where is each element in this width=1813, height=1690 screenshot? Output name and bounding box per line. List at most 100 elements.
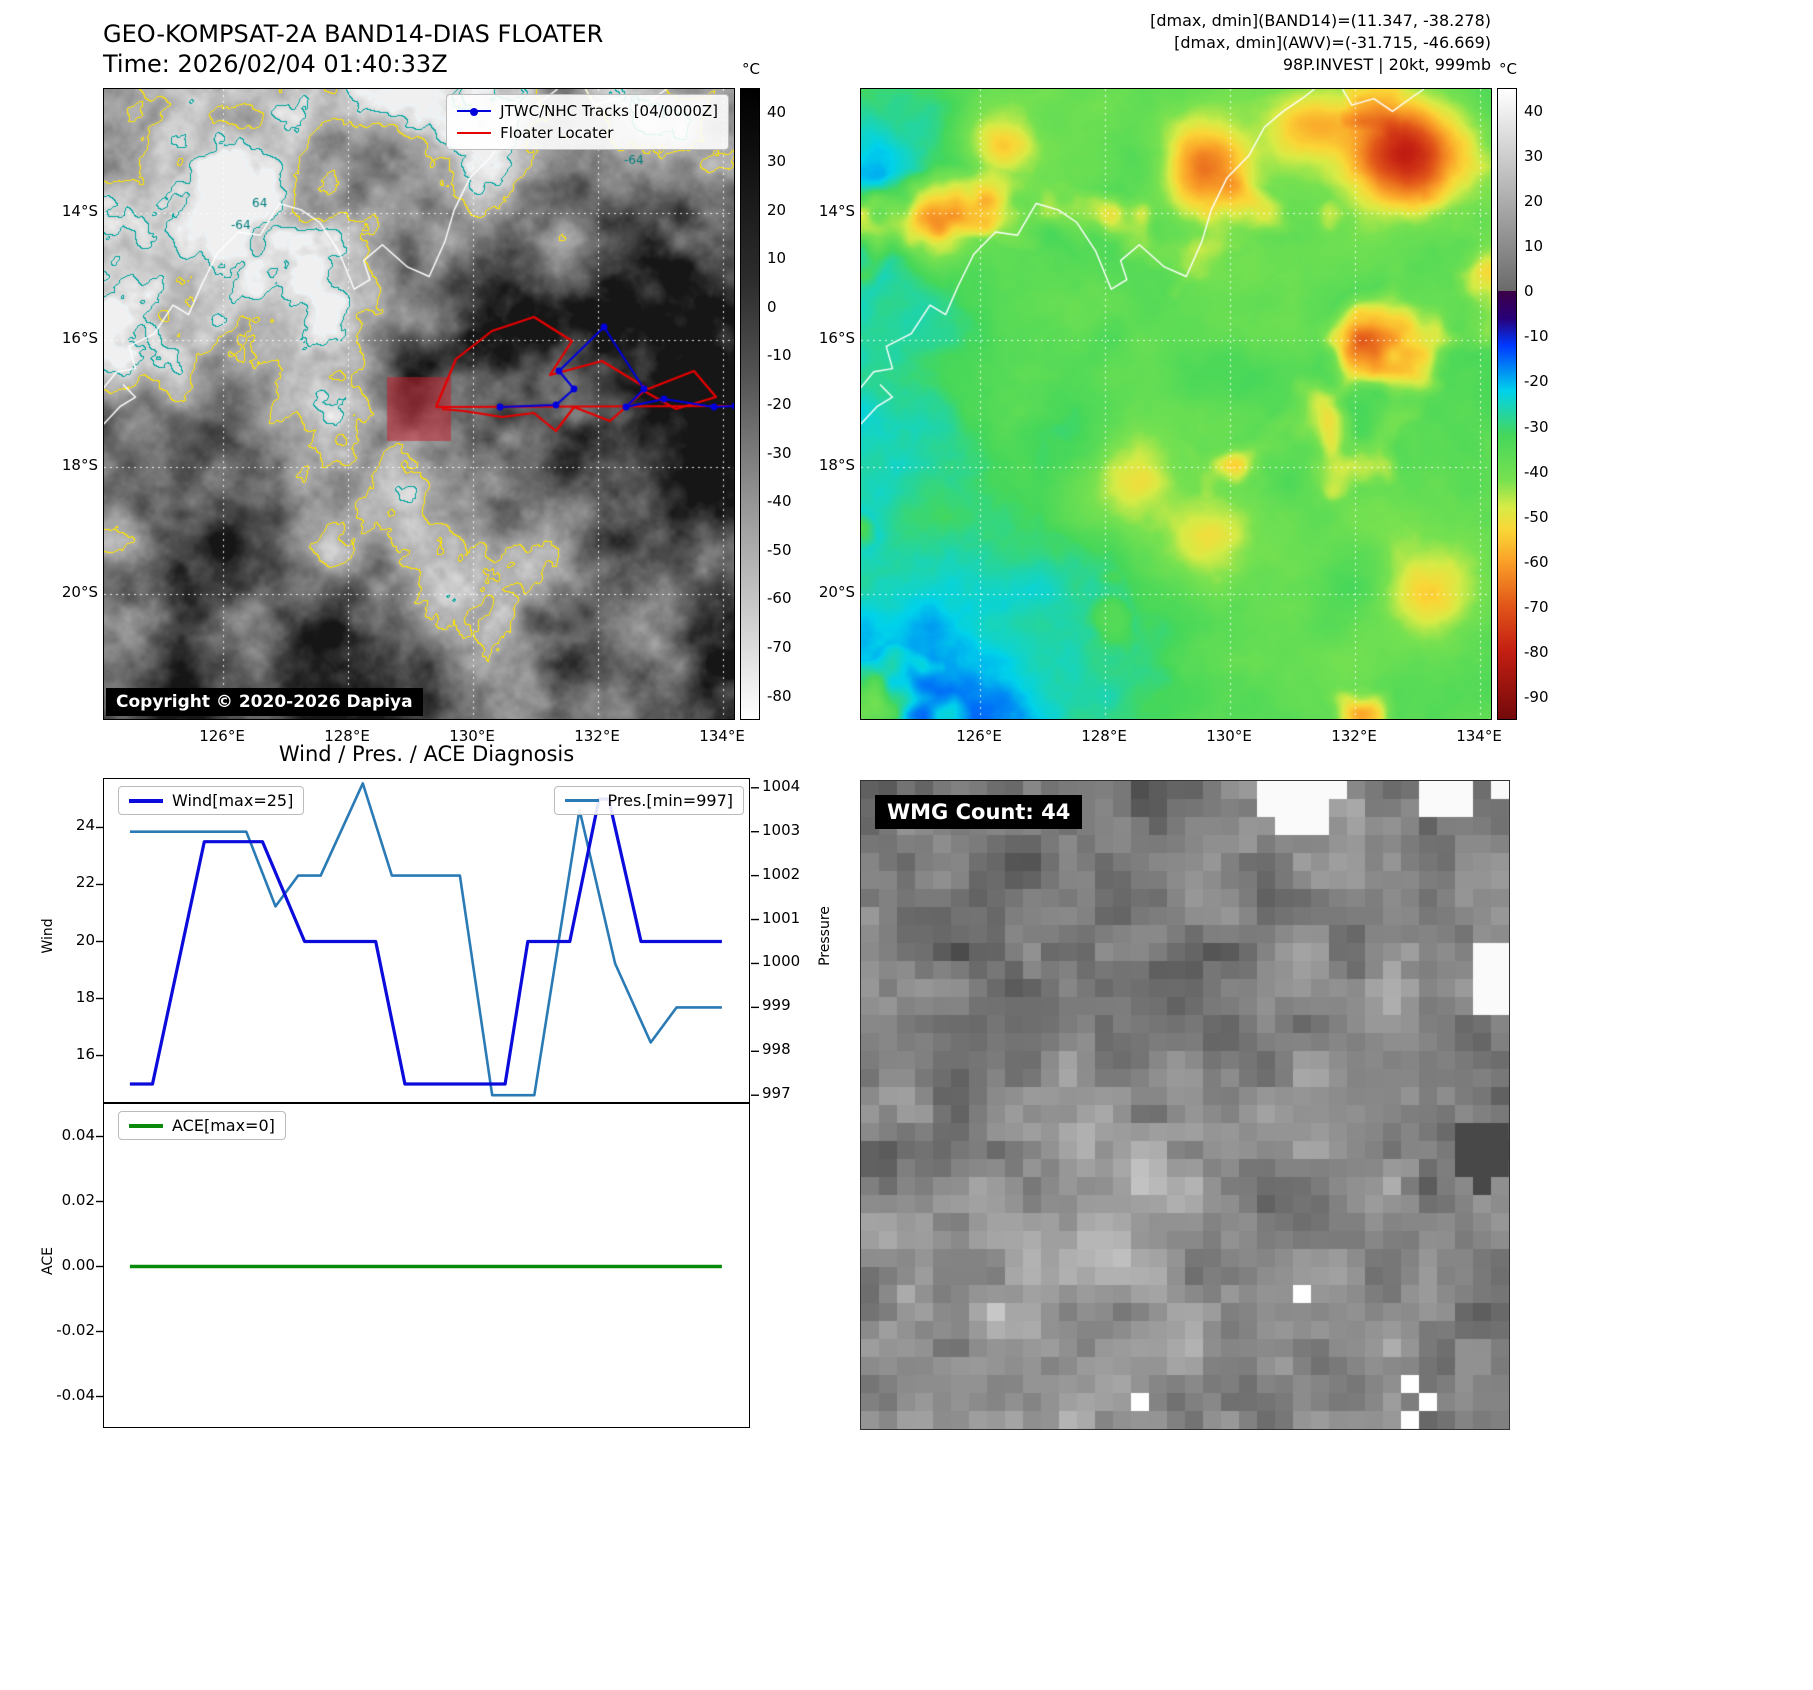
legend-line-icon — [129, 798, 163, 803]
awv-colorbar-tick-label: -20 — [1524, 372, 1549, 391]
ir-lon-tick-label: 130°E — [449, 727, 495, 745]
wind-axis-tick-label: 22 — [75, 873, 95, 892]
floater-line-icon — [457, 132, 492, 134]
ir-colorbar-tick-label: 20 — [767, 200, 787, 219]
page-title: GEO-KOMPSAT-2A BAND14-DIAS FLOATER — [103, 20, 604, 48]
pressure-axis-tick-label: 1002 — [762, 864, 801, 883]
ir-colorbar-tick-label: -50 — [767, 540, 792, 559]
awv-colorbar-tick-label: 0 — [1524, 282, 1534, 301]
wind-pressure-chart — [96, 778, 759, 1103]
awv-lon-tick-label: 126°E — [956, 727, 1002, 745]
awv-colorbar-tick-label: -50 — [1524, 507, 1549, 526]
awv-colorbar-tick-label: 10 — [1524, 237, 1544, 255]
awv-colorbar-tick-label: -40 — [1524, 462, 1549, 481]
wind-axis-tick-label: 20 — [75, 930, 95, 949]
ir-colorbar-tick-label: 10 — [767, 249, 787, 268]
wmg-cloud-image — [861, 781, 1509, 1429]
pressure-axis-tick-label: 1000 — [762, 952, 801, 971]
awv-colorbar — [1497, 88, 1517, 720]
ace-chart — [96, 1103, 750, 1428]
chart-title: Wind / Pres. / ACE Diagnosis — [278, 742, 575, 766]
ir-lon-tick-label: 126°E — [199, 727, 245, 745]
wind-axis-tick-label: 18 — [75, 987, 95, 1006]
pressure-axis-label: Pressure — [817, 906, 833, 966]
awv-lon-tick-label: 128°E — [1081, 727, 1127, 745]
ir-lat-tick-label: 14°S — [61, 202, 98, 220]
ir-colorbar-tick-label: -80 — [767, 686, 792, 705]
ir-colorbar-tick-label: -60 — [767, 589, 792, 608]
ir-lat-tick-label: 18°S — [61, 456, 98, 474]
ir-colorbar-tick-label: -10 — [767, 346, 792, 365]
awv-colorbar-tick-label: 30 — [1524, 146, 1544, 165]
chart-series-line — [129, 797, 722, 1086]
pressure-axis-tick-label: 998 — [762, 1040, 791, 1059]
ir-colorbar-tick-label: 0 — [767, 297, 777, 316]
awv-lat-tick-label: 20°S — [818, 583, 855, 601]
ir-lon-tick-label: 132°E — [574, 727, 620, 745]
header-info-block: [dmax, dmin](BAND14)=(11.347, -38.278) [… — [900, 10, 1491, 76]
legend-line-icon — [129, 1123, 163, 1128]
ir-legend-label: Floater Locater — [500, 124, 614, 142]
ir-map-panel: JTWC/NHC Tracks [04/0000Z] Floater Locate… — [103, 88, 735, 720]
ir-lon-tick-label: 134°E — [699, 727, 745, 745]
pressure-axis-tick-label: 1001 — [762, 908, 801, 927]
ace-legend: ACE[max=0] — [118, 1111, 286, 1140]
info-awv-range: [dmax, dmin](AWV)=(-31.715, -46.669) — [1174, 33, 1491, 52]
pressure-legend: Pres.[min=997] — [553, 786, 744, 815]
pressure-axis-tick-label: 999 — [762, 996, 791, 1015]
ace-axis-tick-label: -0.04 — [56, 1385, 95, 1404]
ir-colorbar-tick-label: -20 — [767, 395, 792, 413]
awv-colorbar-tick-label: -90 — [1524, 688, 1549, 707]
ir-lon-tick-label: 128°E — [324, 727, 370, 745]
ir-legend-item: JTWC/NHC Tracks [04/0000Z] — [457, 100, 718, 122]
ir-colorbar-tick-label: -30 — [767, 443, 792, 462]
page-timestamp: Time: 2026/02/04 01:40:33Z — [103, 50, 448, 78]
ir-colorbar-tick-label: -70 — [767, 638, 792, 657]
awv-colorbar-tick-label: -80 — [1524, 643, 1549, 662]
ace-axis-label: ACE — [40, 1247, 56, 1275]
legend-label: ACE[max=0] — [172, 1116, 275, 1135]
ir-colorbar — [740, 88, 760, 720]
pressure-axis-tick-label: 1004 — [762, 776, 801, 795]
info-invest-status: 98P.INVEST | 20kt, 999mb — [1282, 55, 1491, 74]
track-marker-icon — [470, 107, 479, 116]
ir-colorbar-tick-label: -40 — [767, 492, 792, 511]
ir-lat-tick-label: 20°S — [61, 583, 98, 601]
ir-colorbar-tick-label: 40 — [767, 103, 787, 122]
ir-lat-tick-label: 16°S — [61, 329, 98, 347]
ace-axis-tick-label: 0.04 — [61, 1125, 95, 1144]
awv-lat-tick-label: 18°S — [818, 456, 855, 474]
awv-satellite-map — [861, 89, 1491, 719]
awv-map-panel — [860, 88, 1492, 720]
legend-label: Pres.[min=997] — [607, 791, 733, 810]
ir-legend-label: JTWC/NHC Tracks [04/0000Z] — [500, 102, 718, 120]
wind-axis-label: Wind — [40, 918, 56, 954]
wmg-count-label: WMG Count: 44 — [875, 795, 1083, 829]
wmg-panel: WMG Count: 44 — [860, 780, 1510, 1430]
ir-colorbar-unit: °C — [742, 60, 760, 78]
awv-lon-tick-label: 134°E — [1456, 727, 1502, 745]
awv-colorbar-tick-label: 40 — [1524, 101, 1544, 120]
awv-colorbar-tick-label: -10 — [1524, 327, 1549, 346]
ir-legend-item: Floater Locater — [457, 122, 718, 144]
awv-colorbar-tick-label: -60 — [1524, 553, 1549, 571]
awv-colorbar-unit: °C — [1499, 60, 1517, 78]
chart-series-line — [129, 782, 722, 1097]
wind-axis-tick-label: 24 — [75, 816, 95, 835]
awv-colorbar-tick-label: -70 — [1524, 598, 1549, 617]
ace-axis-tick-label: -0.02 — [56, 1320, 95, 1339]
awv-lat-tick-label: 16°S — [818, 329, 855, 347]
legend-line-icon — [564, 799, 599, 802]
ir-map-legend: JTWC/NHC Tracks [04/0000Z] Floater Locate… — [446, 94, 729, 150]
legend-label: Wind[max=25] — [172, 791, 294, 810]
pressure-axis-tick-label: 997 — [762, 1084, 791, 1103]
wind-axis-tick-label: 16 — [75, 1044, 95, 1063]
ir-colorbar-tick-label: 30 — [767, 151, 787, 170]
ir-satellite-map — [104, 89, 734, 719]
awv-lon-tick-label: 130°E — [1206, 727, 1252, 745]
awv-colorbar-tick-label: -30 — [1524, 417, 1549, 436]
ace-axis-tick-label: 0.00 — [61, 1255, 95, 1274]
pressure-axis-tick-label: 1003 — [762, 820, 801, 839]
info-band14-range: [dmax, dmin](BAND14)=(11.347, -38.278) — [1150, 11, 1491, 30]
